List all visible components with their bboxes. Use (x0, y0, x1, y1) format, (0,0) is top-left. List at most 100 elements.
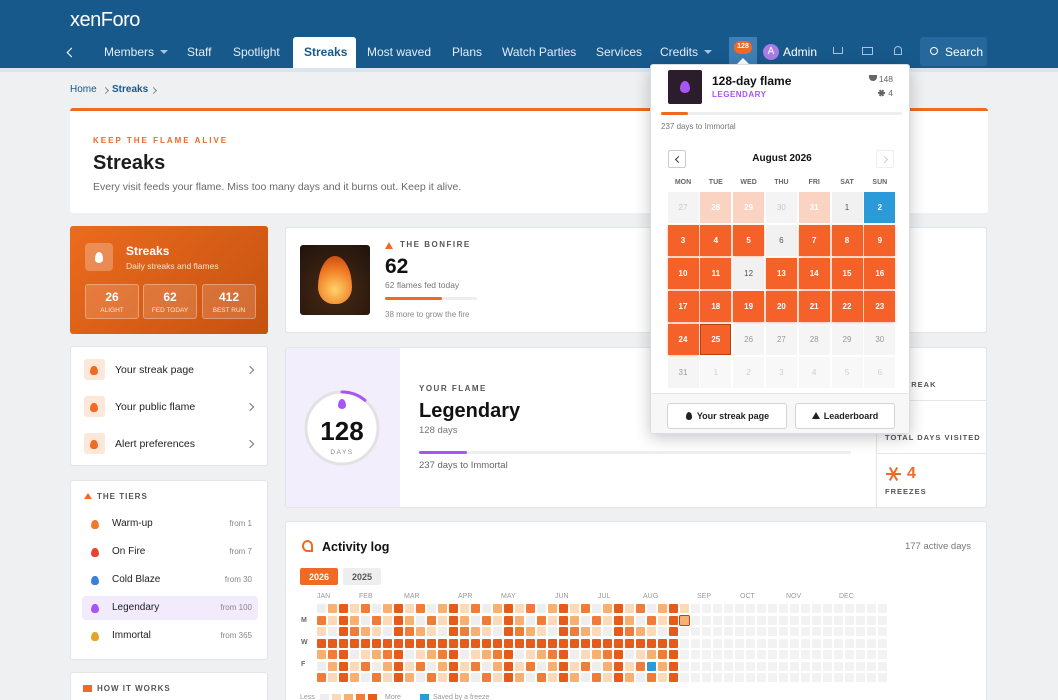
activity-cell (438, 604, 447, 613)
activity-cell (691, 673, 700, 682)
activity-cell (801, 650, 810, 659)
calendar-day (864, 357, 896, 388)
activity-cell (317, 661, 326, 671)
link-text[interactable]: Your streak page (115, 363, 195, 376)
calendar-day (667, 324, 699, 355)
activity-cell (669, 650, 678, 659)
activity-cell (460, 661, 469, 671)
popup-button[interactable] (795, 403, 895, 429)
calendar-day-number: 30 (875, 334, 885, 344)
link-text[interactable]: Alert preferences (115, 437, 195, 450)
calendar-day-number: 15 (842, 268, 852, 278)
user-name[interactable]: Admin (783, 44, 818, 59)
calendar-day (798, 357, 830, 388)
flame-icon (90, 402, 98, 412)
year-button[interactable] (300, 568, 338, 585)
prev-month[interactable] (668, 150, 686, 168)
weekday: FRI (808, 178, 820, 186)
nav-item[interactable]: Watch Parties (502, 44, 577, 59)
calendar-day-number: 28 (711, 202, 721, 212)
activity-cell (724, 615, 733, 625)
popup-button-text[interactable]: Your streak page (696, 410, 770, 421)
year-text[interactable]: 2026 (308, 571, 330, 582)
activity-cell (713, 615, 722, 625)
stat-label: FREEZES (885, 486, 927, 496)
link-text[interactable]: Your public flame (115, 400, 196, 413)
nav-item[interactable]: Plans (452, 44, 483, 59)
calendar-day-number: 1 (844, 202, 850, 212)
nav-item[interactable]: Credits (660, 44, 699, 59)
activity-cell (625, 650, 634, 659)
calendar-day-number: 26 (744, 334, 754, 344)
popup-trophies: 148 (878, 73, 893, 84)
activity-cell (801, 638, 810, 648)
summary-title: Streaks (126, 243, 170, 258)
calendar-day (798, 192, 830, 223)
mail-icon[interactable] (862, 47, 873, 55)
bell-icon[interactable] (894, 46, 902, 55)
activity-cell (779, 604, 788, 613)
activity-cell (526, 661, 535, 671)
nav-item[interactable]: Members (104, 44, 155, 59)
flame-bar-fill (419, 451, 467, 454)
nav-item[interactable]: Services (596, 44, 643, 59)
header-strip (0, 68, 1058, 72)
activity-cell (394, 650, 403, 659)
year-button[interactable] (343, 568, 381, 585)
activity-cell (427, 627, 436, 636)
activity-cell (834, 650, 843, 659)
year-text[interactable]: 2025 (351, 571, 373, 582)
flame-icon (91, 547, 99, 557)
activity-cell (537, 661, 546, 671)
activity-cell (636, 627, 645, 636)
breadcrumb[interactable]: Home (70, 84, 97, 95)
legend-less: Less (300, 693, 315, 700)
activity-cell (867, 661, 876, 671)
activity-cell (680, 604, 689, 613)
calendar-day (733, 291, 765, 322)
calendar-day (798, 291, 830, 322)
activity-cell (757, 650, 766, 659)
activity-cell (878, 650, 887, 659)
weekday: TUE (708, 178, 723, 186)
activity-cell (746, 661, 755, 671)
activity-cell (339, 650, 348, 659)
streak-badge-text[interactable]: 128 (737, 42, 749, 50)
cart-icon[interactable] (833, 47, 843, 54)
activity-cell (372, 661, 381, 671)
activity-cell (493, 604, 502, 613)
activity-cell (724, 661, 733, 671)
search-text[interactable]: Search (945, 44, 984, 59)
flame-icon (91, 631, 99, 641)
nav-item[interactable]: Streaks (304, 44, 348, 59)
month-label: MAY (501, 592, 516, 600)
activity-cell (702, 661, 711, 671)
activity-cell (405, 673, 414, 682)
activity-cell (482, 650, 491, 659)
activity-cell (845, 615, 854, 625)
activity-cell (735, 650, 744, 659)
activity-cell (746, 650, 755, 659)
activity-cell (416, 661, 425, 671)
next-month[interactable] (876, 150, 894, 168)
activity-cell (504, 673, 513, 682)
nav-item[interactable]: Spotlight (233, 44, 280, 59)
activity-cell (713, 627, 722, 636)
breadcrumb[interactable]: Streaks (112, 84, 149, 95)
activity-cell (647, 627, 656, 636)
activity-cell (559, 661, 568, 671)
activity-cell (559, 650, 568, 659)
calendar-day (667, 225, 699, 256)
activity-cell (416, 650, 425, 659)
calendar-day (765, 258, 797, 289)
nav-item[interactable]: Most waved (367, 44, 432, 59)
calendar-day-number: 24 (678, 334, 688, 344)
activity-cell (350, 638, 359, 648)
popup-button-text[interactable]: Leaderboard (823, 410, 879, 421)
flame-icon (91, 603, 99, 613)
nav-item[interactable]: Staff (187, 44, 212, 59)
activity-cell (757, 615, 766, 625)
activity-cell (647, 638, 656, 648)
activity-cell (548, 673, 557, 682)
tier-name: Legendary (112, 602, 160, 613)
